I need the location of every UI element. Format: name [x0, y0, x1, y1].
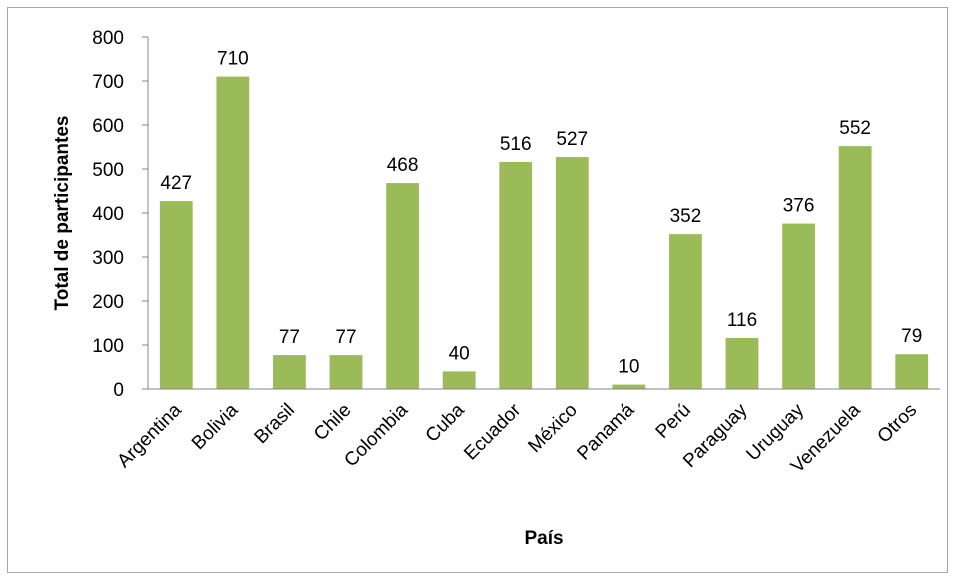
x-axis-title: País — [524, 528, 563, 549]
data-label: 552 — [839, 118, 871, 139]
x-category-label: Bolivia — [188, 399, 243, 454]
y-axis-ticks: 0 100 200 300 400 500 600 700 800 — [92, 28, 148, 401]
bar — [838, 146, 872, 389]
data-label: 527 — [556, 129, 588, 150]
data-labels: 427 710 77 77 468 40 516 527 10 352 116 376 552 79 — [160, 49, 922, 378]
bar — [442, 371, 476, 389]
data-label: 516 — [500, 134, 532, 155]
y-tick-label: 200 — [92, 292, 124, 313]
x-category-label: Ecuador — [460, 399, 525, 464]
bar — [782, 223, 815, 389]
y-tick-label: 800 — [92, 28, 124, 49]
data-label: 77 — [279, 327, 300, 348]
x-category-label: Perú — [652, 400, 695, 443]
bar — [725, 337, 759, 389]
data-label: 77 — [335, 327, 356, 348]
y-tick-label: 100 — [92, 336, 124, 357]
x-category-label: México — [524, 400, 581, 457]
data-label: 10 — [618, 357, 639, 378]
bar — [159, 201, 193, 389]
x-category-label: Panamá — [573, 399, 638, 464]
bars — [159, 76, 929, 389]
data-label: 352 — [670, 206, 702, 227]
bar — [669, 234, 702, 389]
bar — [329, 355, 363, 389]
x-category-label: Chile — [310, 400, 355, 445]
data-label: 79 — [901, 326, 922, 347]
bar — [895, 354, 929, 389]
bar — [555, 157, 589, 389]
x-category-label: Colombia — [341, 399, 413, 471]
data-label: 710 — [217, 49, 249, 70]
data-label: 40 — [449, 343, 470, 364]
y-tick-label: 300 — [92, 248, 124, 269]
x-category-label: Brasil — [251, 400, 299, 448]
data-label: 116 — [727, 310, 757, 331]
y-tick-label: 0 — [113, 380, 124, 401]
data-label: 468 — [387, 155, 419, 176]
bar — [499, 161, 533, 389]
bar — [386, 183, 419, 389]
y-axis-title: Total de participantes — [52, 116, 73, 311]
y-tick-label: 700 — [92, 72, 124, 93]
x-category-label: Argentina — [113, 399, 186, 472]
bar — [273, 355, 306, 389]
y-tick-label: 600 — [92, 116, 124, 137]
data-label: 376 — [783, 196, 815, 217]
bar — [216, 76, 250, 389]
data-label: 427 — [160, 173, 192, 194]
y-tick-label: 500 — [92, 160, 124, 181]
bar — [612, 384, 646, 389]
x-category-label: Otros — [874, 400, 922, 448]
y-tick-label: 400 — [92, 204, 124, 225]
x-category-label: Cuba — [422, 399, 469, 446]
